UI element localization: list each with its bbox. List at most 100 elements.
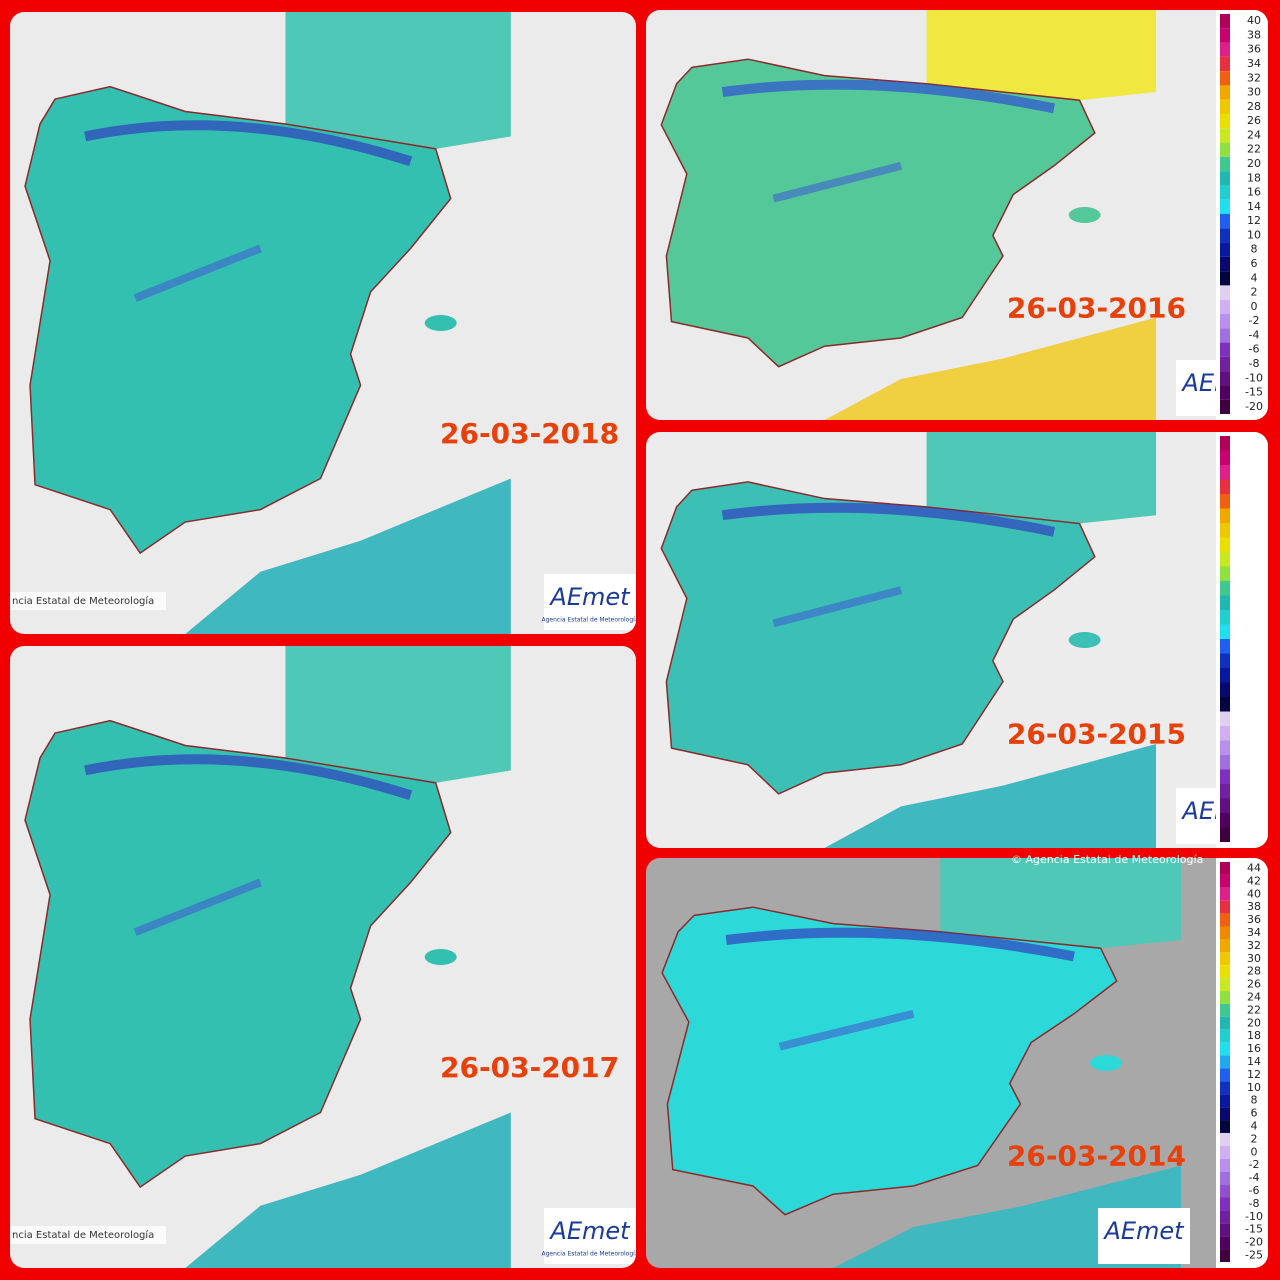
legend-swatch [1220,114,1230,129]
legend-label: 22 [1247,143,1261,156]
legend-swatch [1220,1094,1230,1108]
mountains [84,754,413,801]
legend-label: 6 [1251,257,1258,270]
legend-label: -6 [1249,1184,1260,1197]
africa [185,478,511,634]
legend-swatch [1220,1249,1230,1262]
legend-label: 44 [1247,861,1261,874]
legend-swatch [1220,1223,1230,1237]
legend-label: -15 [1245,1223,1263,1236]
legend-swatch [1220,56,1230,72]
legend-label: -20 [1245,400,1263,413]
legend-label: 14 [1247,1055,1261,1068]
iberia [24,85,452,555]
logo: AEmet [1102,1217,1185,1245]
legend-swatch [1220,769,1230,784]
date-label: 26-03-2014 [1007,1139,1186,1172]
legend-swatch [1220,1003,1230,1017]
legend-label: 32 [1247,71,1261,84]
legend-swatch [1220,271,1230,286]
legend-swatch [1220,99,1230,114]
legend-label: -8 [1249,357,1260,370]
legend-label: 0 [1251,300,1258,313]
legend-label: -2 [1249,314,1260,327]
legend-label: 30 [1247,952,1261,965]
date-label: 26-03-2018 [440,417,619,450]
balearic [1068,632,1101,648]
legend-label: -6 [1249,343,1260,356]
logo-caption: Agencia Estatal de Meteorología [542,617,639,624]
legend-label: 40 [1247,887,1261,900]
mountains [721,502,1056,537]
legend-label: -4 [1249,328,1260,341]
legend-label: -15 [1245,386,1263,399]
legend-swatch [1220,639,1230,654]
logo-caption: Agencia Estatal de Meteorología [542,1251,639,1258]
legend-swatch [1220,537,1230,552]
legend-swatch [1220,798,1230,813]
france [285,646,511,783]
legend-swatch [1220,314,1230,329]
legend-swatch [1220,566,1230,581]
logo-box [1098,1208,1190,1264]
legend-swatch [1220,299,1230,314]
legend-swatch [1220,1197,1230,1211]
africa [824,744,1157,848]
legend-label: 8 [1251,1094,1258,1107]
legend-label: 12 [1247,214,1261,227]
legend-swatch [1220,142,1230,157]
credit-bg [10,1226,166,1244]
central-range [772,161,903,203]
map-panel: 26-03-2014AEmet4442403836343230282624222… [646,858,1268,1268]
legend-label: 36 [1247,913,1261,926]
logo-box [544,574,636,630]
legend-swatch [1220,71,1230,86]
legend-swatch [1220,85,1230,100]
africa [824,317,1157,420]
balearic [1090,1055,1123,1071]
iberia [24,719,452,1189]
legend-swatch [1220,479,1230,494]
legend-swatch [1220,610,1230,625]
legend-swatch [1220,668,1230,683]
legend-swatch [1220,1107,1230,1121]
legend-swatch [1220,874,1230,888]
legend-label: 26 [1247,114,1261,127]
legend-label: 6 [1251,1107,1258,1120]
legend-label: 10 [1247,1081,1261,1094]
legend-swatch [1220,508,1230,523]
central-range [778,1009,915,1051]
legend-swatch [1220,1210,1230,1224]
legend-swatch [1220,913,1230,927]
legend-swatch [1220,171,1230,186]
legend-swatch [1220,711,1230,726]
legend-swatch [1220,1055,1230,1069]
legend-swatch [1220,42,1230,57]
legend-swatch [1220,342,1230,357]
legend-label: 16 [1247,1042,1261,1055]
legend-swatch [1220,1081,1230,1095]
legend-label: -20 [1245,1236,1263,1249]
legend-swatch [1220,436,1230,451]
legend-label: 28 [1247,965,1261,978]
legend-swatch [1220,199,1230,214]
balearic [424,315,457,331]
legend-swatch [1220,185,1230,200]
legend-swatch [1220,653,1230,668]
legend-label: -10 [1245,371,1263,384]
legend-swatch [1220,242,1230,257]
legend-swatch [1220,494,1230,509]
legend-label: 30 [1247,86,1261,99]
legend-swatch [1220,581,1230,596]
iberia [660,481,1096,795]
legend-label: 38 [1247,28,1261,41]
legend-label: -2 [1249,1158,1260,1171]
legend-label: 4 [1251,271,1258,284]
legend-swatch [1220,28,1230,43]
credit: ncia Estatal de Meteorología [12,595,154,607]
central-range [772,586,903,628]
legend-swatch [1220,740,1230,755]
legend-swatch [1220,952,1230,966]
